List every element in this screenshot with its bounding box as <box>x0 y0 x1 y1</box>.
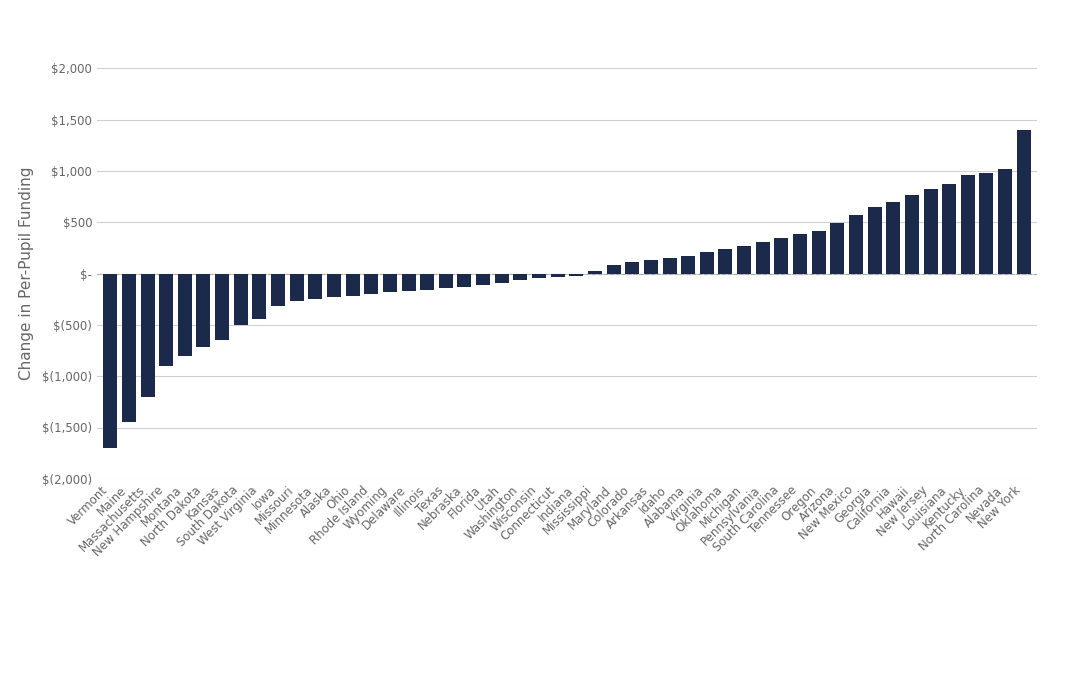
Bar <box>308 274 322 300</box>
Bar <box>402 274 416 291</box>
Bar <box>104 274 118 448</box>
Bar <box>998 169 1012 274</box>
Bar <box>532 274 546 278</box>
Bar <box>1016 130 1030 274</box>
Bar <box>551 274 565 277</box>
Bar <box>289 274 303 302</box>
Bar <box>756 242 770 274</box>
Bar <box>738 246 751 274</box>
Bar <box>961 175 975 274</box>
Y-axis label: Change in Per-Pupil Funding: Change in Per-Pupil Funding <box>18 167 33 380</box>
Bar <box>700 252 714 274</box>
Bar <box>178 274 192 356</box>
Bar <box>625 263 639 274</box>
Bar <box>215 274 229 341</box>
Bar <box>253 274 267 319</box>
Bar <box>438 274 453 288</box>
Bar <box>607 265 621 274</box>
Bar <box>569 274 583 276</box>
Bar <box>831 224 845 274</box>
Bar <box>774 238 788 274</box>
Bar <box>159 274 173 366</box>
Bar <box>980 173 994 274</box>
Bar <box>197 274 211 347</box>
Bar <box>793 234 807 274</box>
Bar <box>662 258 676 274</box>
Bar <box>887 202 901 274</box>
Bar <box>420 274 434 289</box>
Bar <box>812 231 826 274</box>
Bar <box>327 274 341 298</box>
Bar <box>718 249 732 274</box>
Bar <box>849 215 863 274</box>
Bar <box>644 261 658 274</box>
Bar <box>383 274 396 292</box>
Bar <box>346 274 360 296</box>
Bar <box>458 274 472 287</box>
Bar <box>364 274 378 294</box>
Bar <box>867 207 881 274</box>
Bar <box>681 256 696 274</box>
Bar <box>513 274 527 280</box>
Bar <box>942 185 956 274</box>
Bar <box>588 271 602 274</box>
Bar <box>476 274 490 285</box>
Bar <box>271 274 285 306</box>
Bar <box>122 274 136 423</box>
Bar <box>905 195 919 274</box>
Bar <box>495 274 509 283</box>
Bar <box>233 274 247 325</box>
Bar <box>140 274 154 397</box>
Bar <box>923 189 937 274</box>
